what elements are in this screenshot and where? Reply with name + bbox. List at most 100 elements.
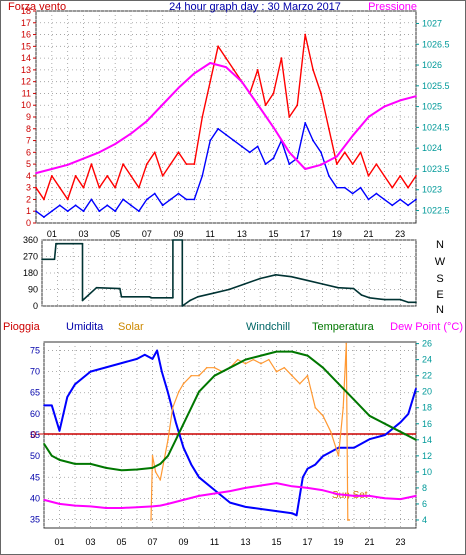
wind-avg-series-point-29 [264, 163, 267, 166]
p1-xtick-01: 01 [47, 229, 57, 239]
wind-avg-series-point-24 [225, 133, 227, 136]
wind-avg-series-point-45 [391, 204, 394, 207]
p1-ytick-right-1024: 1024 [422, 143, 442, 153]
temperature-series-point-18 [260, 354, 262, 357]
wind-gust-series-point-16 [161, 174, 164, 177]
pressure-series-point-7 [145, 120, 148, 123]
p3-xtick-09: 09 [178, 537, 188, 547]
wind-avg-series-point-21 [201, 174, 204, 177]
wind-avg-series-point-17 [169, 198, 172, 201]
p1-ytick-left-4: 4 [26, 171, 31, 181]
humidity-series-point-11 [156, 349, 158, 352]
pressure-series-point-18 [320, 163, 322, 166]
wind-direction-point-10 [172, 296, 174, 299]
legend-windchill: Windchill [246, 321, 290, 333]
p1-ytick-left-15: 15 [21, 41, 31, 51]
temperature-series-point-1 [50, 455, 53, 457]
direction-label-s: S [436, 273, 443, 285]
wind-gust-series-point-19 [185, 163, 188, 166]
dewpoint-series-point-17 [291, 485, 293, 488]
solar-series-point-6 [178, 390, 180, 393]
temperature-series-point-15 [213, 374, 216, 377]
pressure-series-point-20 [351, 134, 354, 137]
wind-gust-series-point-1 [43, 198, 45, 201]
p3-ytick-right-24: 24 [422, 355, 432, 365]
p1-ytick-left-6: 6 [26, 147, 31, 157]
humidity-series-point-31 [368, 438, 371, 441]
wind-avg-series-point-28 [256, 145, 259, 148]
humidity-series-point-14 [174, 421, 177, 424]
solar-series-point-27 [337, 455, 340, 457]
p1-xtick-11: 11 [205, 229, 214, 239]
p1-ytick-right-1026: 1026 [422, 60, 442, 70]
chart-marks-group: 01234567891011121314151617181022.5102310… [21, 6, 450, 547]
p3-xtick-23: 23 [395, 537, 405, 547]
dewpoint-series-point-12 [213, 492, 216, 495]
wind-avg-series-point-0 [35, 210, 37, 213]
wind-avg-series-point-15 [153, 192, 156, 195]
pressure-series-point-0 [35, 172, 37, 175]
pressure-series-point-2 [66, 163, 69, 166]
p2-ytick-180: 180 [23, 268, 38, 278]
p2-ytick-90: 90 [28, 285, 38, 295]
wind-direction-point-8 [148, 296, 151, 298]
temperature-series-point-24 [353, 398, 355, 401]
temperature-series-point-5 [105, 467, 107, 469]
wind-gust-series-point-2 [50, 174, 53, 177]
solar-series-point-8 [190, 374, 193, 377]
wind-direction-point-0 [41, 258, 43, 261]
p1-ytick-left-18: 18 [21, 6, 31, 16]
dewpoint-series-point-0 [43, 499, 45, 501]
humidity-series-point-25 [302, 476, 304, 479]
solar-series-point-28 [342, 406, 344, 409]
humidity-series-point-8 [136, 358, 138, 360]
dewpoint-series-point-18 [306, 487, 309, 489]
humidity-series-point-21 [260, 508, 262, 510]
p1-ytick-left-13: 13 [21, 65, 31, 75]
p3-ytick-left-75: 75 [30, 345, 40, 355]
temperature-series-point-19 [275, 350, 278, 353]
wind-avg-series-point-40 [351, 192, 354, 195]
pressure-series-point-24 [415, 95, 417, 98]
wind-gust-series-point-3 [58, 186, 61, 189]
p1-xtick-07: 07 [142, 229, 152, 239]
humidity-series-point-9 [143, 353, 146, 356]
p1-ytick-left-12: 12 [21, 77, 31, 87]
solar-series-point-24 [314, 406, 317, 409]
wind-avg-series-point-11 [122, 198, 124, 201]
humidity-series-point-13 [167, 391, 169, 394]
wind-gust-series-point-39 [343, 151, 346, 154]
wind-avg-series-point-3 [58, 204, 61, 207]
pressure-series-point-1 [50, 168, 53, 170]
humidity-series-point-16 [190, 463, 193, 466]
humidity-series-point-32 [384, 434, 386, 436]
solar-series-point-30 [347, 519, 349, 521]
rain-zero-label: 0 [30, 430, 36, 441]
dewpoint-series-point-25 [415, 495, 417, 497]
humidity-series-point-28 [322, 455, 324, 457]
pressure-series-point-19 [335, 155, 338, 158]
pressure-series-point-17 [304, 168, 307, 170]
temperature-series-point-27 [399, 430, 402, 433]
wind-gust-series-point-35 [312, 68, 314, 71]
p3-xtick-19: 19 [333, 537, 343, 547]
wind-direction-point-5 [95, 286, 98, 289]
temperature-series-point-20 [291, 350, 293, 353]
pressure-series-point-22 [383, 105, 386, 108]
wind-gust-series-point-38 [335, 163, 338, 166]
wind-direction-point-31 [415, 301, 417, 304]
humidity-series-point-26 [306, 468, 309, 470]
p3-ytick-right-16: 16 [422, 419, 432, 429]
wind-gust-series-point-32 [288, 116, 291, 118]
humidity-series-point-18 [213, 489, 216, 491]
dewpoint-series-point-16 [275, 482, 278, 484]
p1-xtick-05: 05 [110, 229, 120, 239]
pressure-series-point-12 [225, 66, 227, 69]
p1-xtick-03: 03 [78, 229, 88, 239]
p1-xtick-23: 23 [395, 229, 405, 239]
p1-ytick-left-1: 1 [26, 206, 31, 216]
wind-avg-series-point-6 [82, 210, 85, 213]
wind-gust-series-point-15 [153, 151, 156, 154]
humidity-series-point-30 [353, 446, 355, 449]
